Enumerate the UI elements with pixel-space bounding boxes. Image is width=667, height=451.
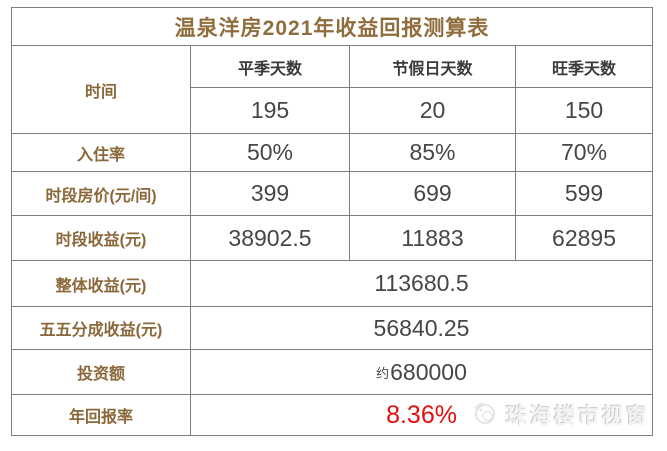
title-row: 温泉洋房2021年收益回报测算表 <box>10 7 654 46</box>
occupancy-holiday: 85% <box>349 133 516 172</box>
row-label-total-income: 整体收益(元) <box>11 260 191 307</box>
income-offseason: 38902.5 <box>190 215 350 261</box>
income-calc-table: 温泉洋房2021年收益回报测算表 时间 平季天数 节假日天数 旺季天数 195 … <box>10 7 654 436</box>
room-price-row: 时段房价(元/间) 399 699 599 <box>11 171 654 216</box>
occupancy-peak: 70% <box>514 133 654 172</box>
income-holiday: 11883 <box>349 215 516 261</box>
price-peak: 599 <box>514 171 654 216</box>
occupancy-row: 入住率 50% 85% 70% <box>11 133 654 172</box>
season-days-row: 195 20 150 <box>12 87 654 134</box>
investment-value-cell: 约680000 <box>189 349 654 395</box>
col-header-peak: 旺季天数 <box>514 45 654 88</box>
total-income-value: 113680.5 <box>189 260 654 307</box>
days-offseason: 195 <box>190 87 350 134</box>
days-peak: 150 <box>514 87 654 134</box>
income-peak: 62895 <box>514 215 654 261</box>
col-header-holiday: 节假日天数 <box>349 45 516 88</box>
investment-value: 680000 <box>390 358 467 385</box>
annual-return-row: 年回报率 8.36% <box>11 394 654 436</box>
income-calc-table-wrap: 温泉洋房2021年收益回报测算表 时间 平季天数 节假日天数 旺季天数 195 … <box>10 7 654 436</box>
row-label-time: 时间 <box>11 45 191 134</box>
split-income-row: 五五分成收益(元) 56840.25 <box>11 306 654 350</box>
split-income-value: 56840.25 <box>189 306 654 350</box>
row-label-investment: 投资额 <box>11 349 191 395</box>
approx-prefix: 约 <box>376 365 390 381</box>
days-holiday: 20 <box>349 87 516 134</box>
total-income-row: 整体收益(元) 113680.5 <box>11 260 654 307</box>
price-holiday: 699 <box>349 171 516 216</box>
season-header-row: 时间 平季天数 节假日天数 旺季天数 <box>11 45 654 134</box>
col-header-offseason: 平季天数 <box>190 45 350 88</box>
row-label-room-price: 时段房价(元/间) <box>11 171 191 216</box>
period-income-row: 时段收益(元) 38902.5 11883 62895 <box>11 215 654 261</box>
row-label-occupancy: 入住率 <box>11 133 191 172</box>
page-title: 温泉洋房2021年收益回报测算表 <box>10 7 654 46</box>
annual-return-value: 8.36% <box>189 394 654 436</box>
investment-row: 投资额 约680000 <box>11 349 654 395</box>
row-label-split-income: 五五分成收益(元) <box>11 306 191 350</box>
row-label-period-income: 时段收益(元) <box>11 215 191 261</box>
occupancy-offseason: 50% <box>190 133 350 172</box>
price-offseason: 399 <box>190 171 350 216</box>
row-label-annual-return: 年回报率 <box>11 394 191 436</box>
